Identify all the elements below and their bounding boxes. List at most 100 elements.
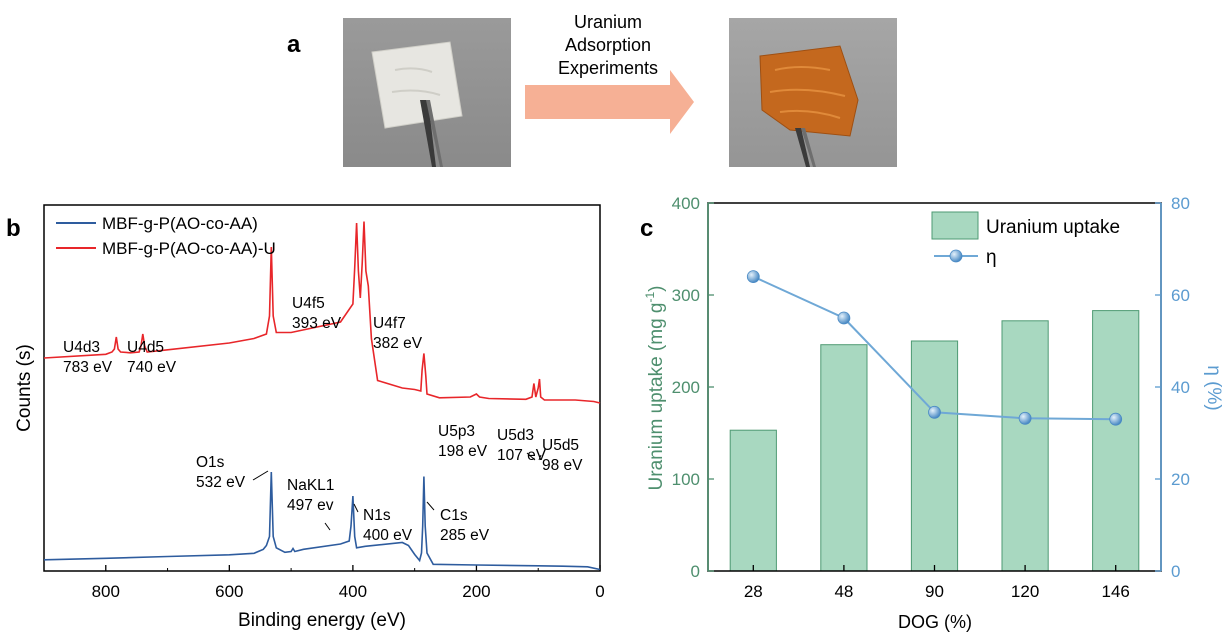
xps-peak-annotation-text: U4d3 <box>63 339 100 356</box>
uptake-x-tick-label: 48 <box>834 582 853 601</box>
legend-label-eta: η <box>986 247 997 268</box>
uptake-y-tick-label: 200 <box>672 378 700 397</box>
xps-peak-annotation-text: 400 eV <box>363 527 413 544</box>
eta-y-tick-label: 0 <box>1171 562 1180 581</box>
xps-peak-annotation: U5p3 198 eV <box>438 423 488 460</box>
uptake-legend: Uranium uptake η <box>931 211 1120 268</box>
uptake-x-tick-label: 28 <box>744 582 763 601</box>
arrow-text-line3: Experiments <box>558 58 658 78</box>
uptake-bar <box>1092 310 1140 572</box>
uptake-chart: 0 100 200 300 400 0 20 40 60 80 28 48 90 120 146 Ura… <box>643 194 1223 632</box>
eta-y-tick-label: 20 <box>1171 470 1190 489</box>
xps-peak-annotation-text: U5p3 <box>438 423 475 440</box>
xps-peak-annotation-text: U5d3 <box>497 427 534 444</box>
legend-label-mbf: MBF-g-P(AO-co-AA) <box>102 214 258 233</box>
xps-x-axis-title: Binding energy (eV) <box>238 610 406 631</box>
xps-peak-annotation-text: 382 eV <box>373 335 423 352</box>
eta-point <box>1018 411 1032 425</box>
xps-x-tick-label: 600 <box>215 582 243 601</box>
xps-x-tick-label: 200 <box>462 582 490 601</box>
xps-peak-leader-line <box>252 470 269 481</box>
xps-peak-annotation-text: C1s <box>440 507 468 524</box>
uptake-x-tick-label: 120 <box>1011 582 1039 601</box>
arrow-text-line2: Adsorption <box>565 35 651 55</box>
uptake-y-axis-title: Uranium uptake (mg g-1) <box>643 286 667 491</box>
uptake-y-tick-label: 400 <box>672 194 700 213</box>
xps-peak-leader-line <box>526 452 536 461</box>
xps-peak-annotation-text: 497 ev <box>287 497 334 514</box>
xps-peak-leader-line <box>426 501 435 511</box>
uptake-y-axis-title-suffix: ) <box>646 286 667 292</box>
eta-point <box>928 405 941 419</box>
xps-peak-annotation-text: 285 eV <box>440 527 490 544</box>
eta-y-tick-label: 40 <box>1171 378 1190 397</box>
xps-peak-annotation: U4d5 740 eV <box>127 339 177 376</box>
legend-swatch-eta-point <box>949 249 963 263</box>
xps-chart: 800 600 400 200 0 O1s 532 eV NaKL1 497 ev N1s 400… <box>14 204 605 631</box>
xps-x-tick-label: 0 <box>595 582 604 601</box>
orange-fiber-sample-icon <box>759 45 859 167</box>
panel-b-label: b <box>6 215 21 242</box>
xps-peak-annotation-text: 532 eV <box>196 474 246 491</box>
eta-y-tick-label: 60 <box>1171 286 1190 305</box>
panel-c-label: c <box>640 215 653 242</box>
xps-peak-annotation: U5d5 98 eV <box>538 437 583 474</box>
legend-swatch-uranium-uptake <box>931 211 979 240</box>
series-line-mbf <box>43 471 601 571</box>
xps-legend: MBF-g-P(AO-co-AA) MBF-g-P(AO-co-AA)-U <box>56 214 276 258</box>
uptake-y-tick-label: 100 <box>672 470 700 489</box>
xps-peak-annotation: NaKL1 497 ev <box>287 477 334 531</box>
eta-y-axis-title: η (%) <box>1203 365 1223 410</box>
xps-x-tick-label: 800 <box>92 582 120 601</box>
eta-point <box>746 270 760 284</box>
uptake-x-tick-label: 90 <box>925 582 944 601</box>
xps-peak-annotation-text: NaKL1 <box>287 477 334 494</box>
xps-peak-annotation-text: 98 eV <box>542 457 583 474</box>
xps-peak-annotation-text: N1s <box>363 507 391 524</box>
xps-peak-annotation-text: 393 eV <box>292 315 342 332</box>
xps-peak-annotation: C1s 285 eV <box>426 501 490 544</box>
uptake-y-axis-title-main: Uranium uptake (mg g <box>646 303 667 491</box>
xps-plot-frame <box>43 204 601 572</box>
xps-x-tick-label: 400 <box>339 582 367 601</box>
xps-peak-annotation: N1s 400 eV <box>353 503 413 544</box>
legend-label-mbf-u: MBF-g-P(AO-co-AA)-U <box>102 239 276 258</box>
photo-after <box>729 18 897 167</box>
xps-peak-leader-line <box>324 522 331 531</box>
xps-peak-annotation: U5d3 107 eV <box>497 427 547 464</box>
eta-point <box>1109 412 1123 426</box>
panel-a-label: a <box>287 31 301 58</box>
eta-point <box>837 311 851 325</box>
white-fiber-sample-icon <box>371 41 463 167</box>
xps-peak-leader-line <box>538 454 542 461</box>
uptake-bar <box>820 344 868 572</box>
xps-y-axis-title: Counts (s) <box>14 344 35 432</box>
uptake-y-tick-label: 300 <box>672 286 700 305</box>
xps-peak-annotation-text: U4d5 <box>127 339 164 356</box>
xps-peak-annotation-text: 198 eV <box>438 443 488 460</box>
arrow-text-line1: Uranium <box>574 12 642 32</box>
eta-y-tick-label: 80 <box>1171 194 1190 213</box>
xps-peak-annotation-text: U4f5 <box>292 295 325 312</box>
xps-peak-annotation-text: 740 eV <box>127 359 177 376</box>
xps-peak-leader-line <box>353 503 359 513</box>
uptake-bar <box>729 429 777 572</box>
uptake-bar <box>1001 320 1049 572</box>
xps-peak-annotation: U4d3 783 eV <box>63 339 113 376</box>
xps-peak-annotation-text: U4f7 <box>373 315 406 332</box>
xps-peak-annotation-text: U5d5 <box>542 437 579 454</box>
uptake-y-axis-title-sup: -1 <box>643 292 657 303</box>
uptake-x-axis-title: DOG (%) <box>898 612 972 632</box>
uptake-bar <box>910 340 959 572</box>
legend-label-uranium-uptake: Uranium uptake <box>986 217 1120 238</box>
xps-peak-annotation-text: 783 eV <box>63 359 113 376</box>
xps-peak-annotation: U4f7 382 eV <box>373 315 423 352</box>
xps-peak-annotation-text: 107 eV <box>497 447 547 464</box>
uptake-x-tick-label: 146 <box>1102 582 1130 601</box>
series-line-mbf-u <box>43 221 601 404</box>
adsorption-arrow: Uranium Adsorption Experiments <box>525 12 694 134</box>
xps-peak-annotation-text: O1s <box>196 454 225 471</box>
photo-before <box>343 18 511 167</box>
xps-peak-annotation: O1s 532 eV <box>196 454 269 491</box>
